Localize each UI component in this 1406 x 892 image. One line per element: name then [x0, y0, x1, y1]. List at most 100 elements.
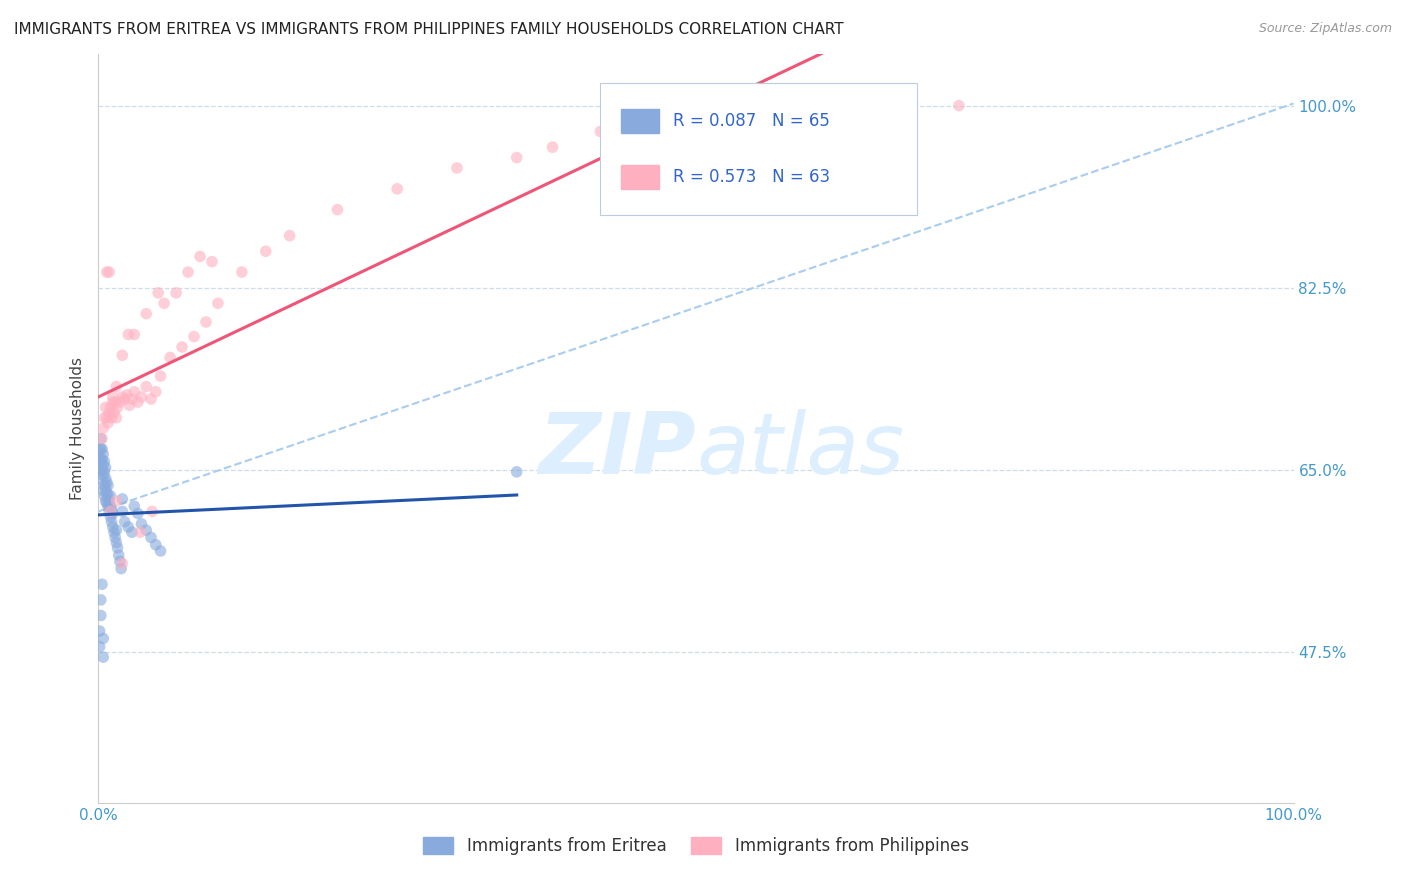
Bar	[620, 165, 659, 189]
Point	[201, 254, 224, 268]
Point	[108, 395, 131, 409]
Point	[97, 489, 120, 503]
Point	[183, 329, 205, 343]
Point	[149, 369, 172, 384]
Y-axis label: Family Households: Family Households	[69, 357, 84, 500]
Point	[91, 473, 114, 487]
Point	[91, 650, 114, 665]
Point	[94, 494, 117, 508]
Point	[96, 410, 118, 425]
Point	[105, 379, 128, 393]
Point	[91, 632, 114, 646]
Point	[100, 502, 122, 516]
Point	[114, 515, 136, 529]
Point	[107, 541, 129, 555]
Point	[93, 478, 115, 492]
Point	[153, 296, 176, 310]
Point	[948, 98, 970, 112]
Point	[89, 452, 111, 467]
Point	[111, 557, 134, 571]
Text: atlas: atlas	[696, 409, 904, 492]
Point	[91, 458, 114, 472]
Point	[96, 265, 118, 279]
Point	[103, 406, 125, 420]
Point	[207, 296, 229, 310]
Text: R = 0.087   N = 65: R = 0.087 N = 65	[673, 112, 830, 130]
Point	[254, 244, 277, 259]
Point	[385, 182, 409, 196]
Point	[96, 496, 118, 510]
Point	[98, 406, 121, 420]
Point	[98, 500, 122, 514]
Point	[93, 410, 115, 425]
Text: IMMIGRANTS FROM ERITREA VS IMMIGRANTS FROM PHILIPPINES FAMILY HOUSEHOLDS CORRELA: IMMIGRANTS FROM ERITREA VS IMMIGRANTS FR…	[14, 22, 844, 37]
Point	[149, 544, 172, 558]
Text: ZIP: ZIP	[538, 409, 696, 492]
Point	[111, 504, 134, 518]
Point	[172, 340, 194, 354]
Point	[101, 507, 124, 521]
Point	[89, 624, 111, 639]
Point	[139, 392, 162, 406]
Point	[111, 491, 134, 506]
Point	[114, 392, 136, 406]
Point	[589, 125, 612, 139]
Point	[98, 504, 122, 518]
Point	[91, 432, 114, 446]
Point	[104, 395, 127, 409]
Point	[94, 460, 117, 475]
Point	[98, 504, 121, 518]
Point	[101, 395, 124, 409]
Point	[145, 538, 167, 552]
Point	[91, 447, 114, 461]
Point	[104, 531, 127, 545]
Point	[98, 489, 122, 503]
Point	[117, 327, 139, 342]
Point	[195, 315, 218, 329]
Point	[141, 504, 163, 518]
Point	[107, 401, 129, 415]
Point	[121, 392, 143, 406]
Point	[118, 398, 141, 412]
Point	[90, 608, 112, 623]
Point	[97, 416, 120, 430]
Point	[145, 384, 167, 399]
Point	[541, 140, 564, 154]
Point	[93, 454, 115, 468]
Point	[89, 640, 111, 654]
Point	[90, 432, 112, 446]
Point	[139, 531, 162, 545]
Point	[188, 250, 211, 264]
Point	[110, 562, 132, 576]
Point	[98, 509, 122, 524]
Point	[93, 465, 115, 479]
Point	[131, 390, 153, 404]
Point	[105, 494, 128, 508]
Point	[96, 475, 118, 490]
Point	[98, 494, 121, 508]
Point	[90, 593, 112, 607]
Point	[121, 525, 143, 540]
Point	[129, 525, 152, 540]
Point	[105, 535, 128, 549]
Point	[131, 516, 153, 531]
Point	[446, 161, 468, 175]
Point	[177, 265, 200, 279]
Point	[91, 577, 114, 591]
Point	[96, 485, 118, 500]
Point	[159, 351, 181, 365]
Point	[165, 285, 187, 300]
Point	[804, 114, 827, 128]
Point	[506, 151, 529, 165]
Point	[97, 500, 120, 514]
Point	[506, 465, 529, 479]
Legend: Immigrants from Eritrea, Immigrants from Philippines: Immigrants from Eritrea, Immigrants from…	[416, 830, 976, 862]
Point	[115, 388, 138, 402]
Point	[105, 523, 128, 537]
Point	[98, 265, 121, 279]
Point	[94, 471, 117, 485]
Point	[107, 548, 129, 562]
Point	[89, 442, 111, 456]
Point	[94, 401, 117, 415]
Point	[91, 442, 114, 456]
